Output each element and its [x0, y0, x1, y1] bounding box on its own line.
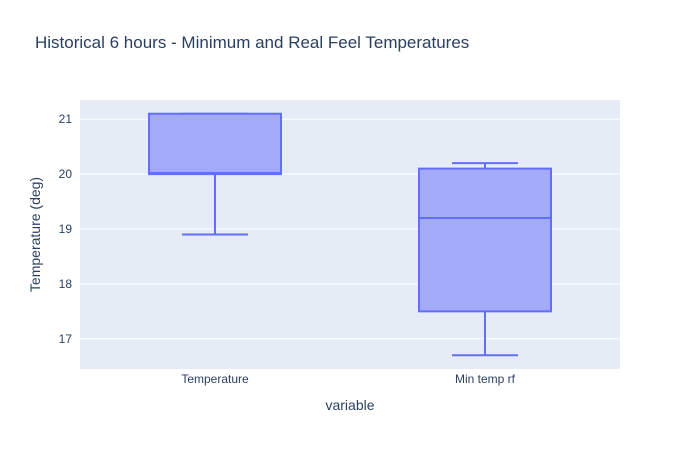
y-tick-label: 20: [59, 167, 73, 181]
box-2: [418, 162, 552, 357]
y-tick-label: 19: [59, 222, 73, 236]
x-tick-label: Min temp rf: [455, 372, 516, 386]
chart-title: Historical 6 hours - Minimum and Real Fe…: [35, 33, 470, 52]
y-tick-label: 18: [59, 277, 73, 291]
box-body: [148, 112, 282, 176]
x-axis-title: variable: [325, 397, 374, 413]
y-tick-labels: 17 18 19 20 21: [59, 112, 73, 346]
box-body: [418, 167, 552, 313]
y-tick-label: 17: [59, 332, 73, 346]
y-tick-label: 21: [59, 112, 73, 126]
boxes: [148, 112, 552, 357]
box-1: [148, 112, 282, 236]
x-tick-labels: Temperature Min temp rf: [181, 372, 515, 386]
y-axis-title: Temperature (deg): [27, 177, 43, 292]
x-tick-label: Temperature: [181, 372, 249, 386]
